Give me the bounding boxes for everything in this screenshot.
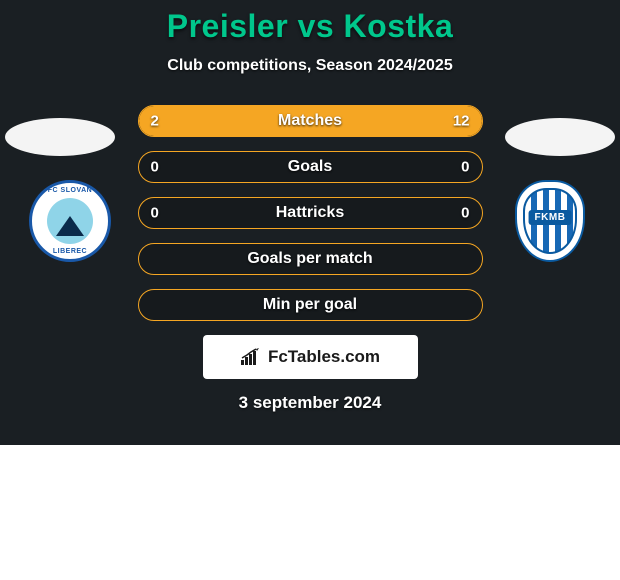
stat-row-min-per-goal: Min per goal xyxy=(138,289,483,321)
bar-chart-icon xyxy=(240,348,262,366)
stat-label: Hattricks xyxy=(139,204,482,222)
stats-container: 2 Matches 12 0 Goals 0 0 Hattricks 0 Goa… xyxy=(138,105,483,321)
brand-link[interactable]: FcTables.com xyxy=(203,335,418,379)
player-avatar-left xyxy=(5,118,115,156)
stat-right-value: 0 xyxy=(461,205,469,222)
stat-right-value: 0 xyxy=(461,159,469,176)
date-label: 3 september 2024 xyxy=(0,393,620,413)
club-crest-left[interactable]: FC SLOVAN LIBEREC xyxy=(20,178,120,263)
club-crest-right[interactable]: FKMB xyxy=(500,178,600,263)
stat-row-matches: 2 Matches 12 xyxy=(138,105,483,137)
stat-row-hattricks: 0 Hattricks 0 xyxy=(138,197,483,229)
stat-right-value: 12 xyxy=(453,113,470,130)
comparison-widget: Preisler vs Kostka Club competitions, Se… xyxy=(0,0,620,445)
page-subtitle: Club competitions, Season 2024/2025 xyxy=(0,57,620,75)
stat-row-goals-per-match: Goals per match xyxy=(138,243,483,275)
stat-row-goals: 0 Goals 0 xyxy=(138,151,483,183)
player-avatar-right xyxy=(505,118,615,156)
page-title: Preisler vs Kostka xyxy=(0,8,620,45)
brand-text: FcTables.com xyxy=(268,347,380,367)
stat-label: Matches xyxy=(139,112,482,130)
stat-label: Goals xyxy=(139,158,482,176)
fkmb-logo: FKMB xyxy=(515,180,585,262)
stat-label: Goals per match xyxy=(139,250,482,268)
slovan-liberec-logo: FC SLOVAN LIBEREC xyxy=(29,180,111,262)
stat-label: Min per goal xyxy=(139,296,482,314)
